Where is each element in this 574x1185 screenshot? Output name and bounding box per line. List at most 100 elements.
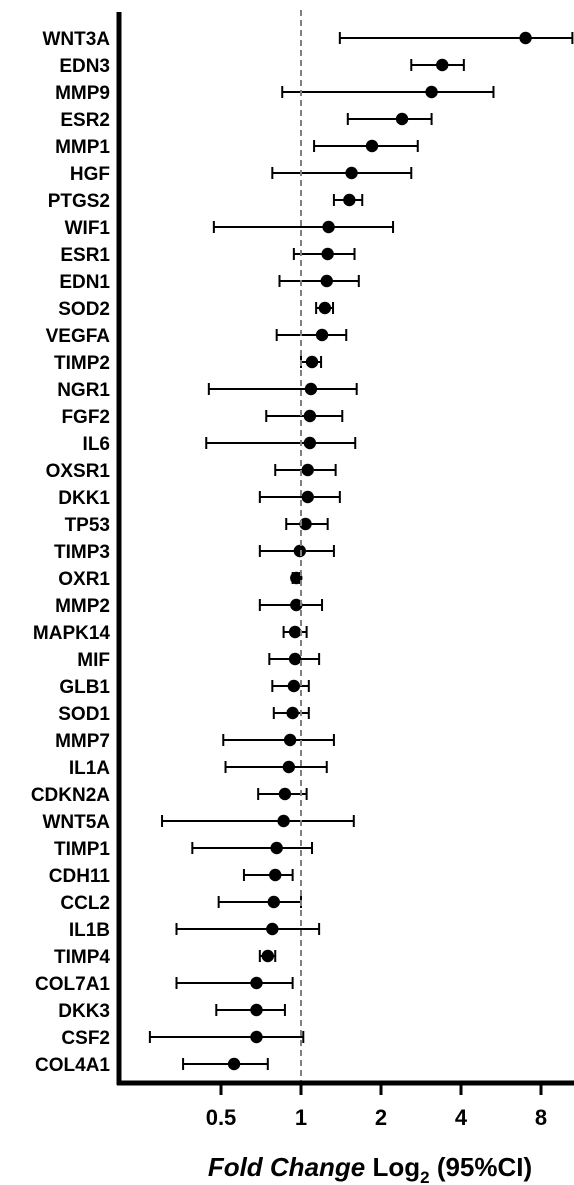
row-label: GLB1 bbox=[59, 677, 110, 698]
forest-row: PTGS2 bbox=[48, 191, 364, 212]
point-estimate bbox=[304, 382, 318, 396]
forest-row: MIF bbox=[77, 650, 321, 671]
forest-row: TIMP3 bbox=[54, 542, 335, 563]
forest-row: MAPK14 bbox=[33, 623, 308, 644]
forest-row: ESR2 bbox=[60, 110, 433, 131]
row-label: TIMP2 bbox=[54, 353, 110, 374]
point-estimate bbox=[287, 679, 301, 693]
row-label: TIMP1 bbox=[54, 839, 110, 860]
forest-row: IL1B bbox=[69, 920, 321, 941]
point-estimate bbox=[288, 625, 302, 639]
row-label: DKK3 bbox=[58, 1001, 110, 1022]
point-estimate bbox=[250, 1003, 263, 1017]
row-label: CDH11 bbox=[49, 866, 111, 887]
x-tick-label: 8 bbox=[535, 1105, 547, 1130]
forest-row: WNT3A bbox=[42, 29, 574, 50]
point-estimate bbox=[270, 841, 283, 855]
point-estimate bbox=[436, 58, 449, 72]
forest-row: FGF2 bbox=[61, 407, 344, 428]
x-axis-label: Fold Change Log2 (95%CI) bbox=[208, 1152, 532, 1185]
forest-row: TIMP2 bbox=[54, 353, 323, 374]
row-label: IL1A bbox=[69, 758, 110, 779]
point-estimate bbox=[250, 976, 263, 990]
point-estimate bbox=[290, 571, 303, 585]
point-estimate bbox=[395, 112, 409, 126]
x-tick-label: 0.5 bbox=[206, 1105, 237, 1130]
forest-row: COL4A1 bbox=[35, 1055, 269, 1076]
row-label: IL1B bbox=[69, 920, 110, 941]
x-label-suffix: (95%CI) bbox=[430, 1152, 533, 1182]
point-estimate bbox=[425, 85, 438, 99]
point-estimate bbox=[519, 31, 532, 45]
row-label: EDN3 bbox=[59, 56, 110, 77]
point-estimate bbox=[305, 355, 319, 369]
x-ticks: 0.5 1 2 4 8 bbox=[206, 1083, 547, 1130]
forest-row: CCL2 bbox=[60, 893, 302, 914]
row-label: VEGFA bbox=[46, 326, 111, 347]
row-label: DKK1 bbox=[58, 488, 110, 509]
point-estimate bbox=[278, 787, 292, 801]
row-label: MMP2 bbox=[55, 596, 110, 617]
forest-row: VEGFA bbox=[46, 326, 348, 347]
forest-row: OXR1 bbox=[58, 569, 303, 590]
forest-row: IL6 bbox=[83, 434, 357, 455]
point-estimate bbox=[321, 247, 334, 261]
point-estimate bbox=[303, 409, 317, 423]
row-label: OXSR1 bbox=[46, 461, 111, 482]
row-label: WNT3A bbox=[42, 29, 110, 50]
row-label: WIF1 bbox=[65, 218, 111, 239]
forest-row: COL7A1 bbox=[35, 974, 294, 995]
point-estimate bbox=[267, 895, 280, 909]
forest-row: EDN1 bbox=[59, 272, 360, 293]
row-label: TIMP4 bbox=[54, 947, 110, 968]
x-tick-label: 1 bbox=[295, 1105, 307, 1130]
point-estimate bbox=[318, 301, 332, 315]
point-estimate bbox=[290, 598, 303, 612]
point-estimate bbox=[303, 436, 317, 450]
forest-row: OXSR1 bbox=[46, 461, 337, 482]
forest-row: TIMP1 bbox=[54, 839, 314, 860]
forest-row: EDN3 bbox=[59, 56, 465, 77]
row-label: SOD1 bbox=[58, 704, 110, 725]
point-estimate bbox=[345, 166, 358, 180]
forest-row: CDKN2A bbox=[31, 785, 308, 806]
row-label: CDKN2A bbox=[31, 785, 110, 806]
forest-row: ESR1 bbox=[60, 245, 356, 266]
point-estimate bbox=[299, 517, 312, 531]
point-estimate bbox=[286, 706, 299, 720]
forest-row: TP53 bbox=[65, 515, 329, 536]
row-label: ESR1 bbox=[60, 245, 110, 266]
point-estimate bbox=[322, 220, 335, 234]
row-label: COL4A1 bbox=[35, 1055, 110, 1076]
forest-row: DKK3 bbox=[58, 1001, 286, 1022]
point-estimate bbox=[315, 328, 329, 342]
row-label: MIF bbox=[77, 650, 110, 671]
point-estimate bbox=[301, 463, 314, 477]
row-label: MMP9 bbox=[55, 83, 110, 104]
row-label: MMP1 bbox=[55, 137, 110, 158]
forest-row: SOD2 bbox=[58, 299, 335, 320]
forest-row: SOD1 bbox=[58, 704, 310, 725]
forest-row: HGF bbox=[70, 164, 413, 185]
forest-row: CSF2 bbox=[61, 1028, 305, 1049]
point-estimate bbox=[283, 733, 297, 747]
point-estimate bbox=[320, 274, 333, 288]
x-tick-label: 4 bbox=[455, 1105, 468, 1130]
point-estimate bbox=[282, 760, 296, 774]
forest-row: GLB1 bbox=[59, 677, 310, 698]
point-estimate bbox=[301, 490, 314, 504]
row-label: TP53 bbox=[65, 515, 110, 536]
row-label: WNT5A bbox=[42, 812, 110, 833]
forest-row: MMP7 bbox=[55, 731, 335, 752]
point-estimate bbox=[227, 1057, 241, 1071]
forest-row: TIMP4 bbox=[54, 947, 277, 968]
forest-row: MMP1 bbox=[55, 137, 419, 158]
row-label: MAPK14 bbox=[33, 623, 111, 644]
row-label: SOD2 bbox=[58, 299, 110, 320]
forest-row: IL1A bbox=[69, 758, 328, 779]
row-label: CCL2 bbox=[60, 893, 110, 914]
point-estimate bbox=[343, 193, 356, 207]
row-label: CSF2 bbox=[61, 1028, 110, 1049]
row-label: HGF bbox=[70, 164, 110, 185]
